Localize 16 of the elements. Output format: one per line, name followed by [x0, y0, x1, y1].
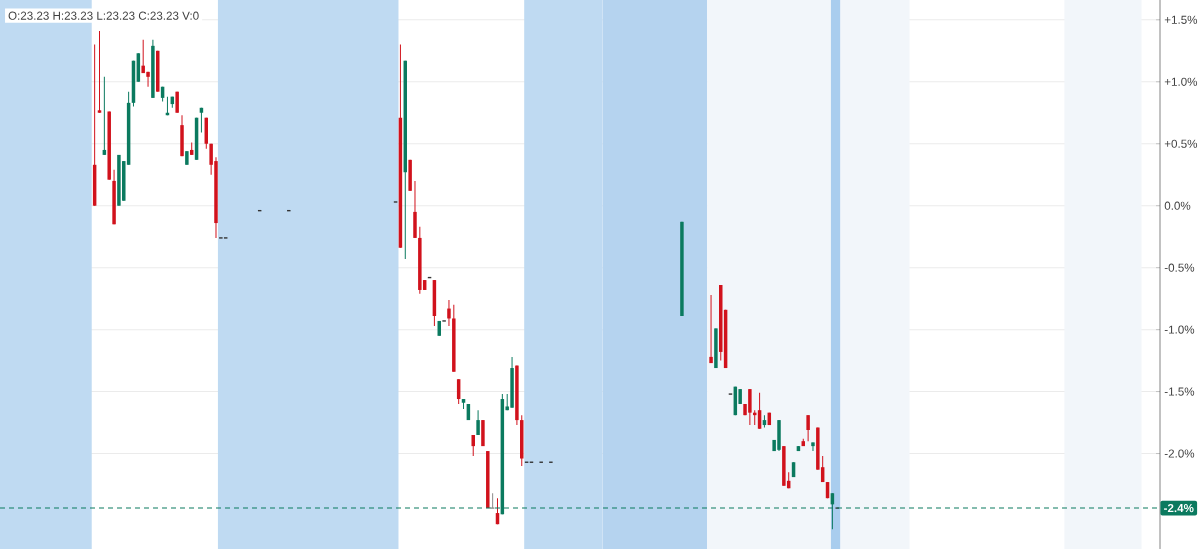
y-tick-label: -1.5%: [1164, 387, 1195, 396]
annotation: O:23.23 H:23.23 L:23.23 C:23.23 V:0: [8, 11, 199, 20]
y-tick-label: +1.0%: [1164, 77, 1198, 86]
candlestick: [709, 294, 713, 364]
candlestick: [811, 441, 815, 452]
y-tick-label: +1.5%: [1164, 15, 1198, 24]
y-tick-label: 0.0%: [1164, 201, 1191, 210]
ref-line-label: -2.4%: [1164, 504, 1194, 513]
y-tick-label: -2.0%: [1164, 449, 1195, 458]
y-tick-label: -0.5%: [1164, 263, 1195, 272]
y-tick-label: -1.0%: [1164, 325, 1195, 334]
candlestick: [447, 299, 451, 327]
candlestick: [476, 409, 480, 436]
y-tick-label: +0.5%: [1164, 139, 1198, 148]
candlestick: [806, 414, 810, 442]
candlestick: [97, 30, 102, 114]
